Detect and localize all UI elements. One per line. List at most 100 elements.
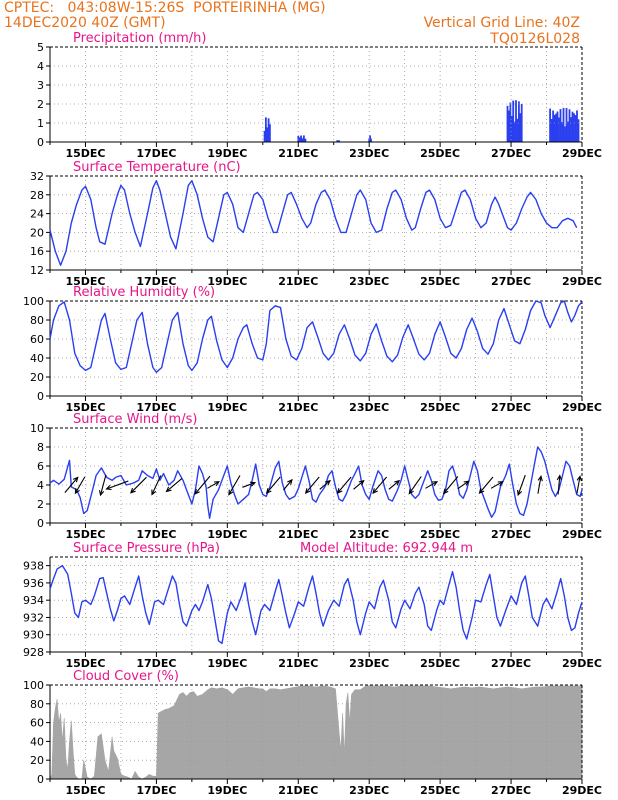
header-location: CPTEC: 043:08W-15:26S PORTEIRINHA (MG) xyxy=(4,0,326,16)
precip-bar xyxy=(512,100,515,142)
panel-title: Surface Pressure (hPa) xyxy=(73,541,220,556)
x-tick-label: 23DEC xyxy=(349,528,389,541)
wind-arrow xyxy=(537,476,542,494)
y-tick-label: 930 xyxy=(23,629,44,642)
y-tick-label: 40 xyxy=(30,735,44,748)
x-tick-label: 19DEC xyxy=(207,275,247,288)
precip-bar xyxy=(513,121,516,142)
wind-arrow-head xyxy=(151,489,157,496)
x-tick-label: 19DEC xyxy=(207,528,247,541)
wind-arrow xyxy=(408,476,422,494)
precip-bar xyxy=(552,110,554,142)
y-tick-label: 5 xyxy=(37,41,44,54)
y-tick-label: 24 xyxy=(30,208,44,221)
precip-bar xyxy=(266,127,269,142)
wind-arrow-head xyxy=(358,479,365,486)
y-tick-label: 20 xyxy=(30,754,44,767)
precip-bar xyxy=(368,138,371,142)
x-tick-label: 17DEC xyxy=(136,784,176,797)
wind-arrow xyxy=(353,480,365,490)
x-tick-label: 21DEC xyxy=(278,528,318,541)
x-tick-label: 29DEC xyxy=(562,401,602,414)
chart-header: CPTEC: 043:08W-15:26S PORTEIRINHA (MG) 1… xyxy=(0,0,618,48)
x-tick-label: 25DEC xyxy=(420,147,460,160)
x-tick-label: 17DEC xyxy=(136,275,176,288)
wind-arrow-head xyxy=(478,488,485,494)
y-tick-label: 2 xyxy=(37,498,44,511)
wind-arrow-head xyxy=(431,481,439,487)
precip-bar xyxy=(300,135,302,142)
panel-title: Surface Wind (m/s) xyxy=(73,412,197,427)
wind-arrow xyxy=(74,476,86,494)
wind-arrow xyxy=(517,474,526,496)
wind-arrow xyxy=(425,481,438,489)
x-tick-label: 21DEC xyxy=(278,784,318,797)
x-tick-label: 25DEC xyxy=(420,657,460,670)
x-tick-label: 19DEC xyxy=(207,657,247,670)
wind-arrow xyxy=(151,475,162,495)
x-tick-label: 23DEC xyxy=(349,275,389,288)
precip-bar xyxy=(553,114,556,142)
wind-arrow-head xyxy=(287,478,293,485)
wind-arrow-head xyxy=(165,486,172,493)
panel-title: Relative Humidity (%) xyxy=(73,285,215,300)
wind-arrow xyxy=(319,480,331,490)
wind-arrow xyxy=(457,480,469,490)
y-tick-label: 936 xyxy=(23,577,44,590)
precip-bar xyxy=(573,113,575,142)
precip-bar xyxy=(555,113,557,142)
wind-arrow-head xyxy=(576,475,582,482)
y-tick-label: 28 xyxy=(30,189,44,202)
wind-arrow xyxy=(266,476,281,494)
precip-bar xyxy=(519,113,522,142)
precip-bar xyxy=(263,130,266,142)
precip-bar xyxy=(570,117,572,142)
y-tick-label: 6 xyxy=(37,460,44,473)
x-tick-label: 15DEC xyxy=(65,147,105,160)
wind-arrow xyxy=(479,476,494,494)
x-tick-label: 29DEC xyxy=(562,784,602,797)
y-tick-label: 1 xyxy=(37,117,44,130)
header-run-time: 14DEC2020 40Z (GMT) xyxy=(4,15,166,31)
y-tick-label: 40 xyxy=(30,352,44,365)
x-tick-label: 25DEC xyxy=(420,275,460,288)
y-tick-label: 0 xyxy=(37,517,44,530)
y-tick-label: 20 xyxy=(30,226,44,239)
y-tick-label: 12 xyxy=(30,264,44,277)
wind-arrow xyxy=(443,476,459,494)
x-tick-label: 27DEC xyxy=(491,275,531,288)
precip-bar xyxy=(303,135,305,142)
wind-arrow-head xyxy=(517,489,523,497)
series-line xyxy=(49,179,578,266)
precip-bar xyxy=(301,138,304,142)
wind-arrow-head xyxy=(537,475,543,482)
precip-bar xyxy=(574,115,577,142)
wind-arrow xyxy=(194,475,211,495)
panel-title: Surface Temperature (nC) xyxy=(73,160,241,175)
x-tick-label: 27DEC xyxy=(491,528,531,541)
x-tick-label: 15DEC xyxy=(65,657,105,670)
precip-bar xyxy=(510,115,513,142)
wind-arrow-head xyxy=(497,481,504,487)
precip-bar xyxy=(556,111,559,142)
precip-bar xyxy=(515,100,517,142)
wind-arrow-head xyxy=(228,489,234,496)
wind-arrow-head xyxy=(336,488,343,494)
precip-bar xyxy=(338,140,340,142)
x-tick-label: 25DEC xyxy=(420,528,460,541)
precip-bar xyxy=(516,118,519,142)
wind-arrow xyxy=(305,476,320,494)
y-tick-label: 0 xyxy=(37,773,44,786)
wind-arrow-head xyxy=(463,480,470,486)
wind-arrow-head xyxy=(556,474,563,481)
precip-bar xyxy=(297,135,300,142)
precip-bar xyxy=(508,110,510,142)
precip-bar xyxy=(568,109,571,142)
wind-arrow-head xyxy=(249,481,257,487)
wind-arrow-head xyxy=(74,488,80,495)
precip-bar xyxy=(558,117,560,142)
y-tick-label: 928 xyxy=(23,646,44,659)
wind-arrow xyxy=(106,480,129,490)
precip-bar xyxy=(549,108,551,142)
precip-bar xyxy=(576,110,578,142)
